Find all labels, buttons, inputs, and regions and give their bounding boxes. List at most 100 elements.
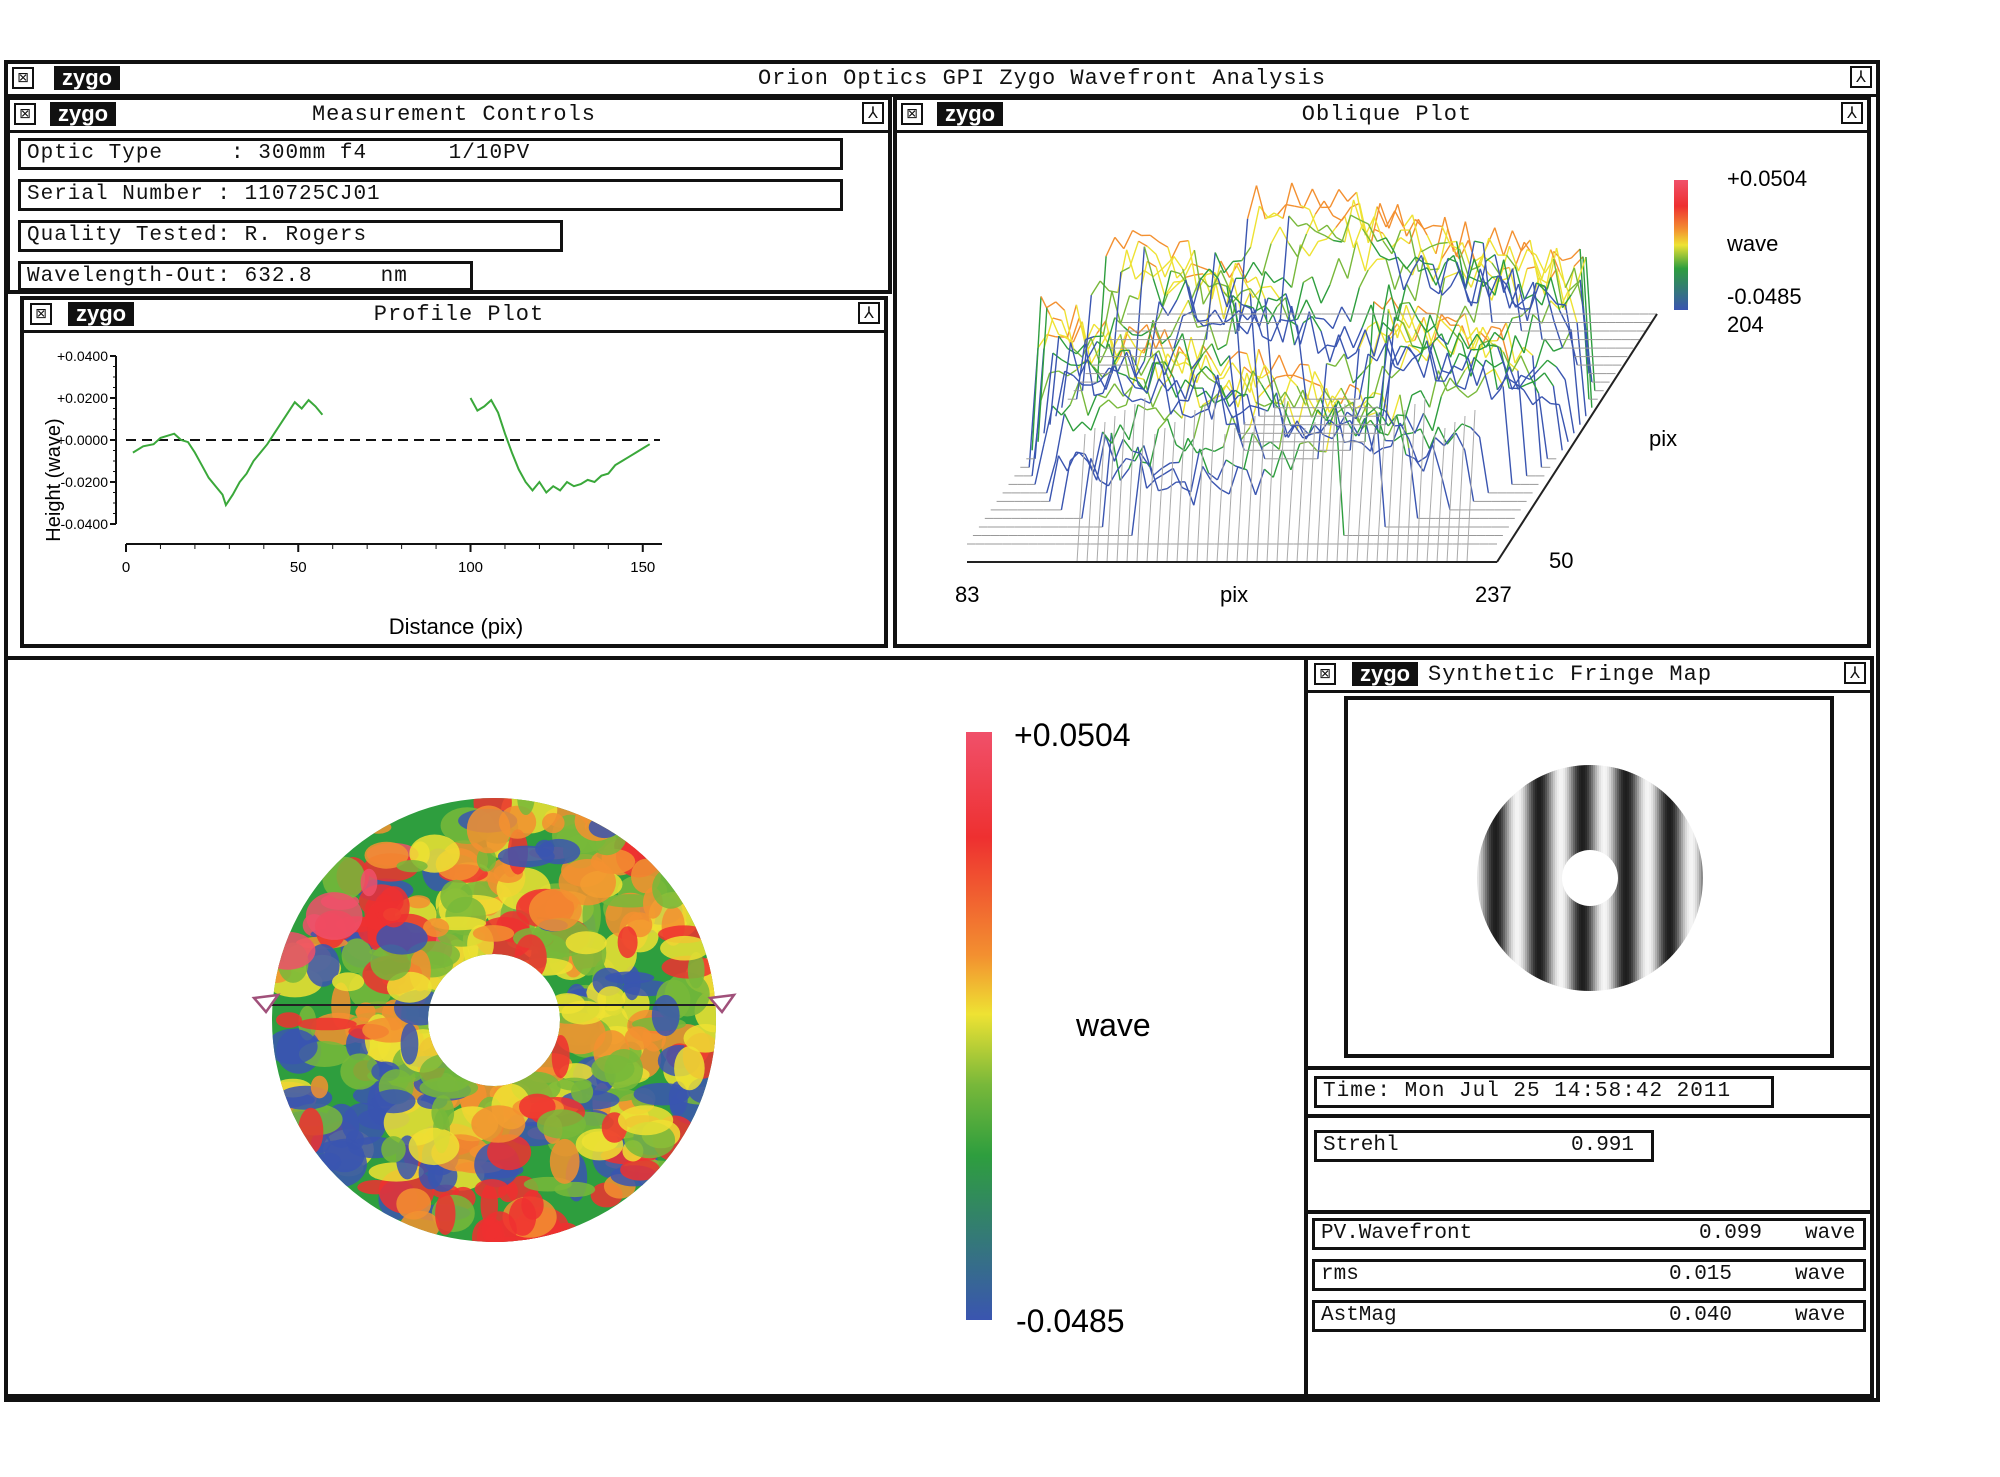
cut-end-marker-icon[interactable] bbox=[707, 993, 737, 1015]
resize-icon[interactable]: ⅄ bbox=[858, 302, 880, 324]
oblique-mesh-segment bbox=[1505, 335, 1516, 373]
oblique-mesh-segment bbox=[1166, 418, 1177, 446]
oblique-mesh-segment bbox=[1272, 449, 1283, 478]
oblique-mesh-segment bbox=[1102, 291, 1113, 337]
oblique-mesh-segment bbox=[1388, 204, 1399, 229]
oblique-mesh-segment bbox=[1043, 352, 1054, 434]
close-icon[interactable]: ⊠ bbox=[12, 67, 34, 89]
oblique-mesh-segment bbox=[1211, 385, 1222, 420]
map-patch bbox=[528, 888, 582, 932]
oblique-mesh-segment bbox=[1340, 419, 1351, 425]
oblique-mesh-segment bbox=[1055, 371, 1066, 417]
map-patch bbox=[472, 925, 515, 942]
resize-icon[interactable]: ⅄ bbox=[862, 102, 884, 124]
oblique-mesh-segment bbox=[1576, 322, 1587, 417]
oblique-mesh-segment bbox=[1478, 436, 1490, 494]
oblique-mesh-segment bbox=[1063, 413, 1074, 432]
oblique-mesh-segment bbox=[1093, 392, 1104, 397]
oblique-skirt-line bbox=[1336, 403, 1346, 563]
oblique-mesh-segment bbox=[1219, 359, 1230, 377]
oblique-skirt-line bbox=[1076, 433, 1086, 563]
close-icon[interactable]: ⊠ bbox=[30, 303, 52, 325]
oblique-mesh-segment bbox=[1367, 258, 1378, 271]
oblique-mesh-segment bbox=[1122, 438, 1133, 452]
fringe-stripe bbox=[1669, 765, 1671, 991]
oblique-mesh-segment bbox=[1370, 241, 1381, 257]
oblique-mesh-segment bbox=[1496, 322, 1507, 342]
oblique-skirt-line bbox=[1406, 403, 1416, 563]
oblique-mesh-segment bbox=[1511, 374, 1522, 390]
fringe-stripe bbox=[1701, 765, 1703, 991]
oblique-mesh-segment bbox=[1282, 305, 1293, 343]
oblique-skirt-line bbox=[1126, 403, 1136, 563]
oblique-mesh-segment bbox=[1370, 304, 1381, 334]
oblique-mesh-segment bbox=[1158, 293, 1169, 317]
oblique-mesh-segment bbox=[1040, 372, 1051, 401]
oblique-mesh-segment bbox=[1269, 441, 1280, 450]
oblique-mesh-segment bbox=[1123, 230, 1134, 250]
oblique-mesh-segment bbox=[1317, 344, 1328, 355]
oblique-mesh-segment bbox=[1187, 286, 1199, 322]
oblique-skirt-line bbox=[1286, 433, 1296, 563]
oblique-mesh-segment bbox=[1146, 353, 1157, 393]
oblique-mesh-segment bbox=[1523, 281, 1534, 301]
oblique-mesh-segment bbox=[1429, 321, 1440, 347]
oblique-mesh-segment bbox=[1152, 323, 1163, 347]
oblique-mesh-segment bbox=[1429, 346, 1440, 381]
oblique-mesh-segment bbox=[1449, 377, 1460, 391]
oblique-mesh-segment bbox=[1361, 304, 1372, 328]
fringe-stripe bbox=[1575, 765, 1577, 991]
map-patch bbox=[315, 1152, 342, 1172]
oblique-mesh-segment bbox=[1081, 421, 1092, 431]
oblique-mesh-segment bbox=[1296, 233, 1308, 258]
fringe-stripe bbox=[1593, 765, 1595, 991]
oblique-mesh-segment bbox=[1246, 353, 1257, 388]
close-icon[interactable]: ⊠ bbox=[1314, 663, 1336, 685]
oblique-mesh-segment bbox=[1152, 468, 1162, 477]
oblique-mesh-segment bbox=[1485, 331, 1496, 348]
oblique-mesh-segment bbox=[1114, 236, 1125, 250]
strehl-value: 0.991 bbox=[1571, 1134, 1635, 1157]
oblique-mesh-segment bbox=[1502, 317, 1513, 341]
oblique-mesh-segment bbox=[1482, 242, 1493, 323]
fringe-stripe bbox=[1591, 765, 1593, 991]
map-patch bbox=[310, 1075, 329, 1099]
oblique-mesh-segment bbox=[1149, 350, 1160, 360]
oblique-mesh-segment bbox=[1323, 234, 1334, 242]
oblique-mesh-segment bbox=[1443, 322, 1454, 333]
oblique-mesh-segment bbox=[1387, 335, 1399, 366]
oblique-mesh-segment bbox=[1326, 362, 1336, 367]
oblique-mesh-segment bbox=[1158, 487, 1168, 492]
oblique-mesh-segment bbox=[1276, 293, 1287, 302]
oblique-mesh-segment bbox=[1440, 474, 1451, 511]
resize-icon[interactable]: ⅄ bbox=[1850, 66, 1872, 88]
oblique-mesh-segment bbox=[1526, 380, 1536, 385]
oblique-mesh-segment bbox=[1373, 301, 1384, 310]
measurement-controls-window: ⊠ zygo Measurement Controls ⅄ Optic Type… bbox=[6, 96, 892, 294]
oblique-mesh-segment bbox=[1232, 295, 1243, 305]
cut-start-marker-icon[interactable] bbox=[251, 993, 281, 1015]
close-icon[interactable]: ⊠ bbox=[901, 103, 923, 125]
map-patch bbox=[591, 1054, 635, 1083]
oblique-mesh-segment bbox=[1099, 343, 1110, 364]
fringe-stripe bbox=[1655, 765, 1657, 991]
map-patch bbox=[408, 1127, 460, 1166]
oblique-mesh-segment bbox=[1535, 266, 1546, 295]
oblique-mesh-segment bbox=[1217, 374, 1228, 425]
oblique-mesh-segment bbox=[1537, 393, 1549, 459]
oblique-mesh-segment bbox=[1476, 327, 1487, 358]
oblique-mesh-segment bbox=[1176, 361, 1186, 367]
oblique-mesh-segment bbox=[1317, 224, 1328, 232]
oblique-mesh-segment bbox=[1344, 215, 1355, 248]
oblique-skirt-line bbox=[1306, 421, 1316, 563]
fringe-stripe bbox=[1597, 765, 1599, 991]
oblique-mesh-segment bbox=[1405, 304, 1416, 330]
oblique-mesh-segment bbox=[1347, 191, 1358, 202]
oblique-skirt-line bbox=[1376, 421, 1386, 563]
oblique-mesh-segment bbox=[1290, 305, 1302, 345]
oblique-mesh-segment bbox=[1152, 268, 1163, 278]
resize-icon[interactable]: ⅄ bbox=[1841, 102, 1863, 124]
resize-icon[interactable]: ⅄ bbox=[1844, 662, 1866, 684]
fringe-stripe bbox=[1491, 765, 1493, 991]
close-icon[interactable]: ⊠ bbox=[14, 103, 36, 125]
